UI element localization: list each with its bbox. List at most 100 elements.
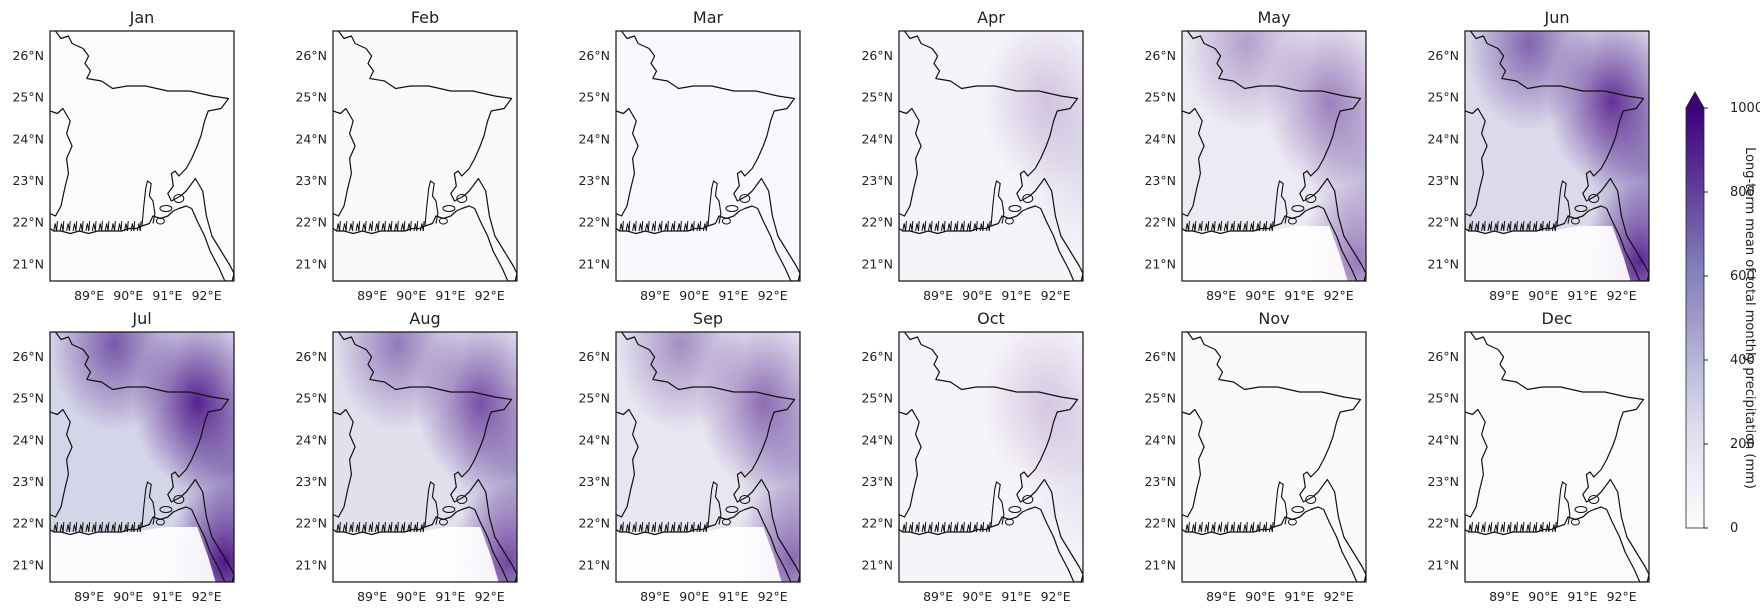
coastline-channel [1545, 220, 1551, 232]
colorbar-ticks: 0 200 400 600 800 1000 [1704, 101, 1760, 536]
lon-tick-label: 90°E [962, 288, 992, 303]
lat-tick-label: 21°N [12, 256, 44, 271]
coastline-channel [1513, 521, 1518, 533]
map-panel: Jan 26°N 25°N 24°N 23°N 22°N 21°N 89°E 90°E 91°E 9… [12, 8, 235, 303]
coastline-channel [59, 220, 65, 232]
coastline-estuary [1556, 180, 1571, 227]
lat-tick-label: 22°N [1427, 516, 1459, 531]
coastline-channel [1551, 220, 1557, 232]
colorbar: 0 200 400 600 800 1000 Long-term mean of tota… [1685, 91, 1760, 536]
lat-tick-label: 23°N [1144, 474, 1176, 489]
coastline-channel [953, 521, 959, 533]
lat-tick-label: 21°N [861, 557, 893, 572]
ocean-no-data [333, 527, 499, 582]
precipitation-field [50, 31, 234, 281]
coastline-channel [407, 521, 412, 533]
coastline-channel [1191, 220, 1197, 232]
coastline-channel [413, 521, 419, 533]
lat-tick-label: 25°N [295, 391, 327, 406]
coastline-channel [1204, 521, 1210, 533]
coastline-channel [387, 521, 393, 533]
country-border [50, 31, 234, 281]
coastline-channel [1506, 220, 1512, 232]
map-panel: Oct 26°N 25°N 24°N 23°N 22°N 21°N 89°E 90°E 91°E 9… [861, 309, 1084, 604]
lat-tick-label: 21°N [1144, 256, 1176, 271]
coastline-channel [98, 220, 103, 232]
island-outline [721, 217, 731, 225]
coastline-channel [66, 220, 71, 232]
coastline-estuary [1273, 481, 1288, 528]
coastline-channel [336, 220, 341, 232]
coastline-channel [960, 220, 965, 232]
coastline-channel [625, 220, 631, 232]
precipitation-field [1182, 31, 1366, 281]
panel-title: Sep [693, 309, 723, 328]
lon-tick-label: 89°E [357, 589, 387, 604]
lat-tick-label: 25°N [295, 90, 327, 105]
lon-tick-label: 91°E [1284, 589, 1314, 604]
lat-tick-label: 21°N [1427, 256, 1459, 271]
island-outline [173, 194, 185, 203]
coastline-channel [1545, 521, 1551, 533]
lon-tick-label: 90°E [1528, 589, 1558, 604]
coastline-channel [66, 521, 71, 533]
coastline-channel [1481, 220, 1486, 232]
coastline-channel [374, 521, 380, 533]
lon-tick-label: 91°E [435, 589, 465, 604]
lat-tick-label: 26°N [861, 48, 893, 63]
lat-tick-label: 26°N [1144, 48, 1176, 63]
lat-tick-label: 25°N [12, 391, 44, 406]
panel-frame [332, 30, 518, 282]
country-border [50, 332, 234, 582]
coastline-channel [407, 220, 412, 232]
coastline-channel [921, 220, 927, 232]
precipitation-field [1182, 332, 1366, 582]
lat-tick-label: 26°N [295, 349, 327, 364]
coastline-channel [85, 521, 91, 533]
coastline-estuary [707, 481, 722, 528]
map-panel: Sep 26°N 25°N 24°N 23°N 22°N 21°N 89°E 90°E 91°E 9… [578, 309, 801, 604]
lat-tick-label: 25°N [578, 391, 610, 406]
lat-tick-label: 25°N [1144, 90, 1176, 105]
colorbar-gradient [1685, 107, 1705, 529]
coastline-channel [1210, 521, 1216, 533]
country-border [899, 332, 1083, 582]
lon-tick-label: 91°E [1001, 589, 1031, 604]
coastline-estuary [424, 180, 439, 227]
lat-tick-label: 25°N [861, 90, 893, 105]
lat-tick-label: 23°N [1427, 173, 1459, 188]
lat-tick-label: 23°N [12, 173, 44, 188]
panel-title: Jan [129, 8, 155, 27]
lon-tick-label: 91°E [1567, 288, 1597, 303]
coastline-channel [670, 220, 676, 232]
island-outline [739, 495, 751, 504]
coastline-channel [1256, 220, 1261, 232]
ocean-no-data [50, 527, 216, 582]
lat-tick-label: 21°N [1427, 557, 1459, 572]
coastline-channel [657, 220, 663, 232]
lat-tick-label: 23°N [1144, 173, 1176, 188]
coastline-estuary [707, 180, 722, 227]
coastline-channel [657, 521, 663, 533]
coastline-channel [664, 220, 669, 232]
map-panels: Jan 26°N 25°N 24°N 23°N 22°N 21°N 89°E 90°E 91°E 9… [12, 8, 1650, 604]
island-outline [173, 495, 185, 504]
coastline-channel [1474, 521, 1480, 533]
island-outline [155, 518, 165, 526]
coastline-channel [966, 521, 972, 533]
lat-tick-label: 23°N [295, 474, 327, 489]
lat-tick-label: 26°N [295, 48, 327, 63]
lat-tick-label: 21°N [578, 256, 610, 271]
lat-tick-label: 26°N [861, 349, 893, 364]
coastline-channel [927, 521, 933, 533]
lon-tick-label: 90°E [396, 288, 426, 303]
panel-title: Nov [1258, 309, 1289, 328]
island-outline [725, 205, 739, 212]
coastline-channel [355, 220, 361, 232]
panel-frame [1464, 331, 1650, 583]
coastline-channel [651, 521, 657, 533]
island-outline [1588, 495, 1600, 504]
lon-tick-label: 89°E [1489, 589, 1519, 604]
lon-tick-label: 92°E [1041, 288, 1071, 303]
island-outline [1008, 506, 1022, 513]
